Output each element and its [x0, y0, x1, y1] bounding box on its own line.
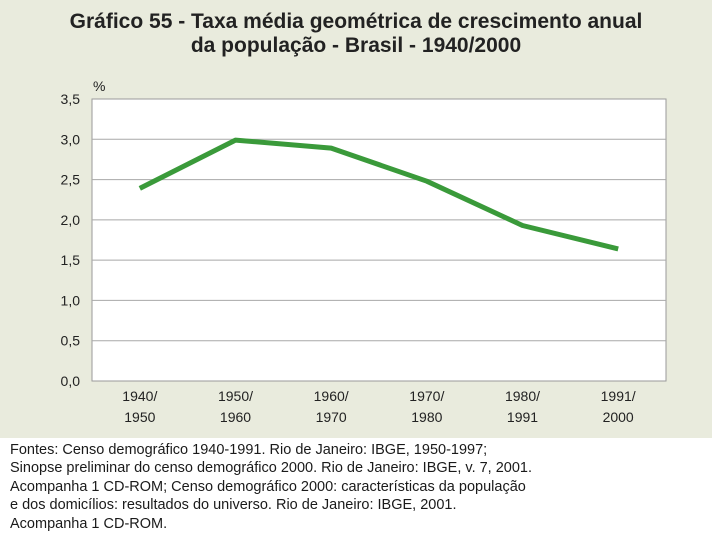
y-tick-label: 3,0	[61, 131, 81, 147]
y-tick-label: 1,5	[61, 252, 81, 268]
source-line: Acompanha 1 CD-ROM; Censo demográfico 20…	[10, 478, 526, 495]
y-tick-label: 0,0	[61, 373, 81, 389]
x-tick-label: 1980/1991	[505, 388, 540, 425]
x-tick-label: 1960/1970	[314, 388, 349, 425]
y-tick-label: 0,5	[61, 333, 81, 349]
x-tick-label: 1991/2000	[601, 388, 636, 425]
y-tick-label: 2,5	[61, 172, 81, 188]
source-note: Fontes: Censo demográfico 1940-1991. Rio…	[10, 441, 710, 533]
grid-lines	[92, 138, 666, 342]
y-axis-unit-label: %	[93, 78, 105, 94]
x-tick-label: 1940/1950	[122, 388, 157, 425]
plot-area	[91, 98, 667, 382]
chart-title-line-1: Gráfico 55 - Taxa média geométrica de cr…	[69, 10, 643, 33]
source-line: e dos domicílios: resultados do universo…	[10, 497, 457, 514]
y-tick-label: 1,0	[61, 292, 81, 308]
x-tick-label: 1970/1980	[409, 388, 444, 425]
y-tick-label: 3,5	[61, 91, 81, 107]
x-tick-label: 1950/1960	[218, 388, 253, 425]
source-line: Sinopse preliminar do censo demográfico …	[10, 460, 533, 477]
chart-panel: Gráfico 55 - Taxa média geométrica de cr…	[0, 0, 712, 438]
source-line: Acompanha 1 CD-ROM.	[10, 515, 168, 532]
y-axis-tick-labels: 0,0 0,5 1,0 1,5 2,0 2,5 3,0 3,5	[61, 91, 81, 389]
source-line: Fontes: Censo demográfico 1940-1991. Rio…	[10, 442, 488, 458]
y-tick-label: 2,0	[61, 212, 81, 228]
chart-title-line-2: da população - Brasil - 1940/2000	[190, 34, 522, 57]
series-group	[138, 137, 619, 252]
chart-title: Gráfico 55 - Taxa média geométrica de cr…	[0, 10, 712, 58]
x-axis-tick-labels: 1940/1950 1950/1960 1960/1970 1970/1980 1980…	[122, 388, 635, 425]
series-line	[138, 137, 619, 252]
line-chart: 0,0 0,5 1,0 1,5 2,0 2,5 3,0 3,5 % 1940/1950 1950…	[61, 78, 667, 425]
